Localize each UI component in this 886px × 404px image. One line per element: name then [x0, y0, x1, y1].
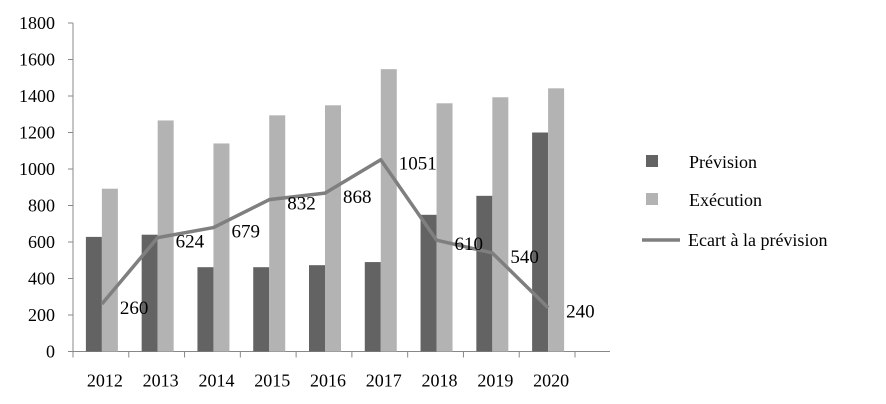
data-label: 868 — [343, 187, 372, 208]
bar-exécution-2020 — [548, 88, 565, 352]
legend-label: Prévision — [689, 152, 757, 172]
bar-exécution-2012 — [101, 188, 118, 352]
data-label: 832 — [287, 194, 316, 215]
x-tick-label: 2018 — [422, 371, 458, 391]
legend-label: Ecart à la prévision — [688, 230, 827, 250]
bar-exécution-2016 — [325, 105, 341, 352]
y-tick-label: 1800 — [19, 13, 55, 33]
y-tick-label: 0 — [46, 342, 55, 362]
bar-prévision-2020 — [532, 132, 549, 352]
bar-exécution-2014 — [213, 143, 230, 352]
bar-prévision-2016 — [309, 265, 325, 352]
x-tick-label: 2017 — [366, 371, 402, 391]
y-tick-label: 200 — [28, 305, 55, 325]
bar-prévision-2019 — [476, 195, 493, 352]
bar-prévision-2013 — [141, 234, 158, 352]
data-label: 240 — [566, 302, 595, 323]
y-tick-label: 400 — [28, 269, 55, 289]
x-tick-label: 2013 — [143, 371, 179, 391]
data-label: 260 — [120, 298, 149, 319]
bar-prévision-2014 — [197, 267, 214, 352]
data-label: 1051 — [399, 154, 437, 175]
data-label: 540 — [510, 247, 539, 268]
bar-prévision-2017 — [364, 262, 381, 352]
legend: Prévision Exécution Ecart à la prévision — [642, 152, 827, 250]
y-tick-label: 1200 — [19, 123, 55, 143]
line-series — [100, 157, 550, 309]
bar-exécution-2017 — [380, 69, 397, 352]
data-label: 679 — [231, 222, 260, 243]
legend-swatch — [646, 193, 658, 205]
bar-exécution-2018 — [436, 103, 453, 352]
x-tick-label: 2015 — [254, 371, 290, 391]
x-tick-label: 2014 — [198, 371, 234, 391]
bars — [85, 69, 565, 352]
y-tick-label: 1000 — [19, 159, 55, 179]
data-labels: 260 624 679 832 868 1051 610 540 240 — [120, 154, 595, 323]
bar-prévision-2018 — [420, 214, 437, 352]
data-label: 610 — [455, 234, 484, 255]
x-tick-label: 2019 — [477, 371, 513, 391]
legend-label: Exécution — [689, 190, 762, 210]
y-tick-label: 800 — [28, 196, 55, 216]
y-tick-label: 600 — [28, 232, 55, 252]
y-tick-label: 1600 — [19, 50, 55, 70]
bar-prévision-2015 — [253, 267, 270, 352]
axes: 0 200 400 600 800 1000 1200 1400 1600 1800 2012 201… — [19, 13, 610, 391]
data-label: 624 — [176, 232, 205, 253]
y-tick-label: 1400 — [19, 86, 55, 106]
x-tick-label: 2020 — [533, 371, 569, 391]
line-ecart — [100, 157, 550, 309]
bar-exécution-2019 — [492, 97, 509, 352]
bar-prévision-2012 — [85, 236, 102, 352]
x-tick-label: 2012 — [87, 371, 123, 391]
x-tick-label: 2016 — [310, 371, 346, 391]
legend-swatch — [646, 155, 658, 167]
bar-exécution-2015 — [269, 115, 286, 352]
